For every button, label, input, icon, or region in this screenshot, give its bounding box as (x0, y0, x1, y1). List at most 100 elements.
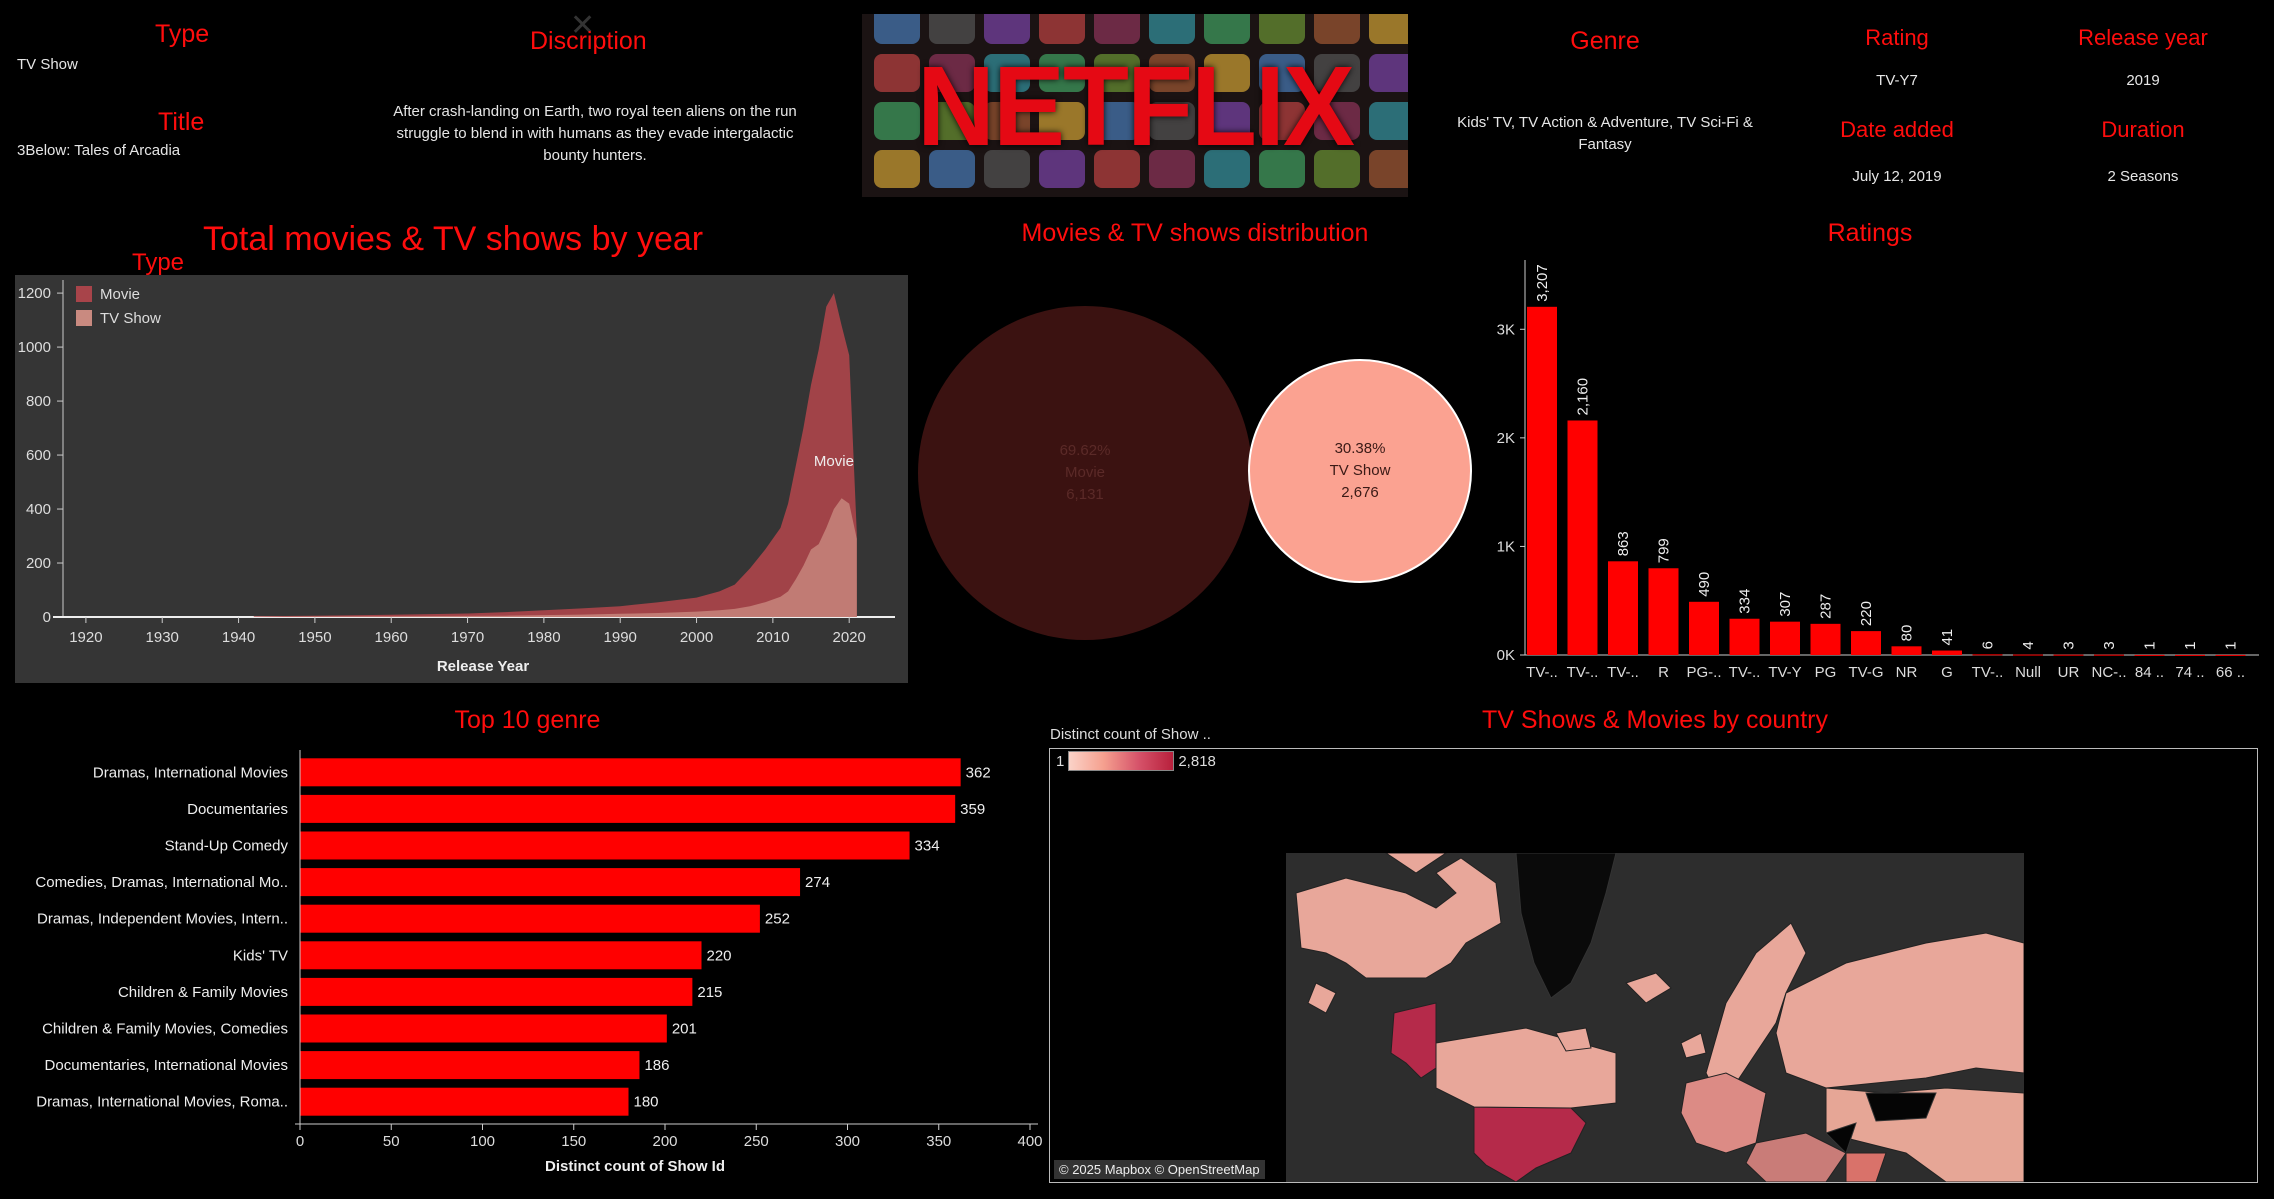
tv-show-bubble[interactable]: 30.38% TV Show 2,676 (1248, 359, 1472, 583)
x-tick-label: 1950 (298, 629, 331, 646)
rating-bar[interactable] (1851, 631, 1881, 655)
rating-bar[interactable] (1810, 623, 1841, 655)
genre-bar[interactable] (300, 1014, 667, 1043)
genre-value-label: 362 (966, 764, 991, 781)
russia-shape (1775, 932, 2024, 1089)
tv-show-swatch (76, 310, 92, 326)
rating-category-label: 74 .. (2175, 664, 2204, 681)
area-movie[interactable] (253, 293, 857, 617)
rating-category-label: PG-.. (1686, 664, 1721, 681)
app-tile (1039, 102, 1085, 140)
y-tick-label: 1200 (18, 285, 51, 302)
app-tile (874, 14, 920, 44)
rating-category-label: TV-.. (1972, 664, 2004, 681)
rating-value-label: 799 (1656, 538, 1673, 563)
genre-value-label: 220 (707, 947, 732, 964)
greenland-shape (1515, 853, 1617, 999)
genre-bar[interactable] (300, 868, 801, 897)
legend-item-tv-show[interactable]: TV Show (76, 306, 161, 330)
rating-bar[interactable] (2094, 654, 2124, 656)
app-tile (1369, 14, 1408, 44)
rating-bar[interactable] (2215, 654, 2246, 656)
close-icon[interactable]: ✕ (570, 9, 596, 42)
rating-bar[interactable] (1608, 561, 1638, 655)
genre-category-label: Children & Family Movies (118, 984, 288, 1001)
genre-value-label: 334 (915, 838, 940, 855)
title-label: Title (158, 108, 205, 136)
year-chart-panel: 0 200 400 600 800 1000 1200 1920 1930 1940 1950 196… (15, 275, 908, 683)
app-tile (1259, 54, 1305, 92)
rating-bar[interactable] (1527, 306, 1557, 655)
genre-bar[interactable] (300, 904, 760, 933)
rating-bar[interactable] (1689, 601, 1719, 655)
app-tile (1149, 102, 1195, 140)
x-tick-label: 1930 (146, 629, 179, 646)
rating-value-label: 6 (1980, 641, 1997, 649)
rating-bar[interactable] (1891, 646, 1922, 655)
y-tick-label: 400 (26, 501, 51, 518)
date-added-label: Date added (1840, 117, 1954, 142)
world-map[interactable] (1286, 853, 2024, 1182)
app-tile (1314, 14, 1360, 44)
genre-bar-chart: 362 Dramas, International Movies 359 Docume… (35, 750, 1043, 1175)
legend-item-movie[interactable]: Movie (76, 282, 161, 306)
app-tile (1314, 54, 1360, 92)
rating-bar[interactable] (1729, 618, 1760, 655)
genre-bar[interactable] (300, 977, 693, 1006)
rating-bar[interactable] (1972, 654, 2003, 656)
movie-count: 6,131 (1066, 486, 1104, 503)
rating-bar[interactable] (1648, 568, 1679, 655)
alaska-shape (1390, 1002, 1437, 1079)
genre-x-tick-label: 150 (561, 1133, 586, 1150)
title-value: 3Below: Tales of Arcadia (17, 142, 181, 159)
genre-category-label: Comedies, Dramas, International Mo.. (35, 874, 288, 891)
movie-bubble-label: Movie (1064, 464, 1105, 481)
rating-bar[interactable] (1932, 650, 1962, 655)
genre-x-tick-label: 400 (1017, 1133, 1042, 1150)
genre-bar[interactable] (300, 794, 956, 823)
rating-bar[interactable] (2013, 654, 2043, 656)
year-chart-legend-title: Type (132, 249, 185, 276)
x-tick-label: 1990 (604, 629, 637, 646)
genre-category-label: Dramas, Independent Movies, Intern.. (37, 911, 288, 928)
app-tile (1369, 54, 1408, 92)
rating-category-label: R (1658, 664, 1669, 681)
rating-bar[interactable] (2175, 654, 2205, 656)
app-tile (984, 54, 1030, 92)
legend-label-movie: Movie (100, 285, 141, 303)
genre-bar[interactable] (300, 1051, 640, 1080)
app-tile (1094, 150, 1140, 188)
rating-value-label: 1 (2142, 642, 2159, 650)
app-tile (1204, 150, 1250, 188)
genre-value-label: 201 (672, 1021, 697, 1038)
genre-x-tick-label: 100 (470, 1133, 495, 1150)
india-shape (1845, 1152, 1887, 1182)
movie-bubble[interactable]: 69.62% Movie 6,131 (918, 306, 1252, 640)
area-tv-show[interactable] (253, 498, 857, 617)
genre-value-label: 252 (765, 911, 790, 928)
genre-x-axis-label: Distinct count of Show Id (545, 1158, 725, 1175)
middle-east-shape (1745, 1132, 1847, 1182)
genre-bar[interactable] (300, 758, 961, 787)
movie-mark-label: Movie (814, 453, 854, 470)
rating-bar[interactable] (1567, 420, 1598, 655)
genre-label: Genre (1570, 27, 1640, 55)
genre-x-tick-label: 0 (296, 1133, 304, 1150)
rating-value-label: 2,160 (1575, 378, 1592, 416)
app-tile (1149, 54, 1195, 92)
x-tick-label: 2000 (680, 629, 713, 646)
rating-bar[interactable] (2134, 654, 2165, 656)
app-tile (929, 150, 975, 188)
rating-category-label: PG (1815, 664, 1837, 681)
rating-category-label: TV-Y (1768, 664, 1801, 681)
genre-bar[interactable] (300, 1087, 629, 1116)
genre-bar[interactable] (300, 831, 910, 860)
color-gradient (1068, 751, 1175, 771)
rating-label: Rating (1865, 25, 1929, 50)
rating-bar[interactable] (1770, 621, 1800, 655)
rating-bar[interactable] (2053, 654, 2084, 656)
rating-value-label: 3,207 (1534, 264, 1551, 302)
rating-value-label: 307 (1777, 592, 1794, 617)
description-label: Discription (530, 27, 647, 55)
genre-bar[interactable] (300, 941, 702, 970)
